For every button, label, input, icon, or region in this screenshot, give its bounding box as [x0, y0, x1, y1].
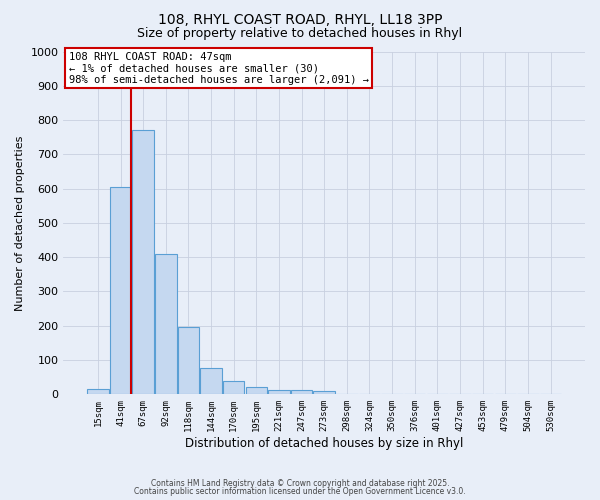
Bar	[178, 328, 199, 394]
Bar	[133, 130, 154, 394]
Bar	[155, 254, 176, 394]
Text: 108, RHYL COAST ROAD, RHYL, LL18 3PP: 108, RHYL COAST ROAD, RHYL, LL18 3PP	[158, 12, 442, 26]
Bar	[291, 390, 313, 394]
Bar	[313, 391, 335, 394]
Bar	[200, 368, 222, 394]
X-axis label: Distribution of detached houses by size in Rhyl: Distribution of detached houses by size …	[185, 437, 463, 450]
Text: Contains public sector information licensed under the Open Government Licence v3: Contains public sector information licen…	[134, 487, 466, 496]
Y-axis label: Number of detached properties: Number of detached properties	[15, 135, 25, 310]
Text: Size of property relative to detached houses in Rhyl: Size of property relative to detached ho…	[137, 28, 463, 40]
Bar	[110, 187, 131, 394]
Bar	[245, 388, 267, 394]
Bar	[223, 382, 244, 394]
Bar	[87, 389, 109, 394]
Text: 108 RHYL COAST ROAD: 47sqm
← 1% of detached houses are smaller (30)
98% of semi-: 108 RHYL COAST ROAD: 47sqm ← 1% of detac…	[68, 52, 368, 84]
Text: Contains HM Land Registry data © Crown copyright and database right 2025.: Contains HM Land Registry data © Crown c…	[151, 478, 449, 488]
Bar	[268, 390, 290, 394]
